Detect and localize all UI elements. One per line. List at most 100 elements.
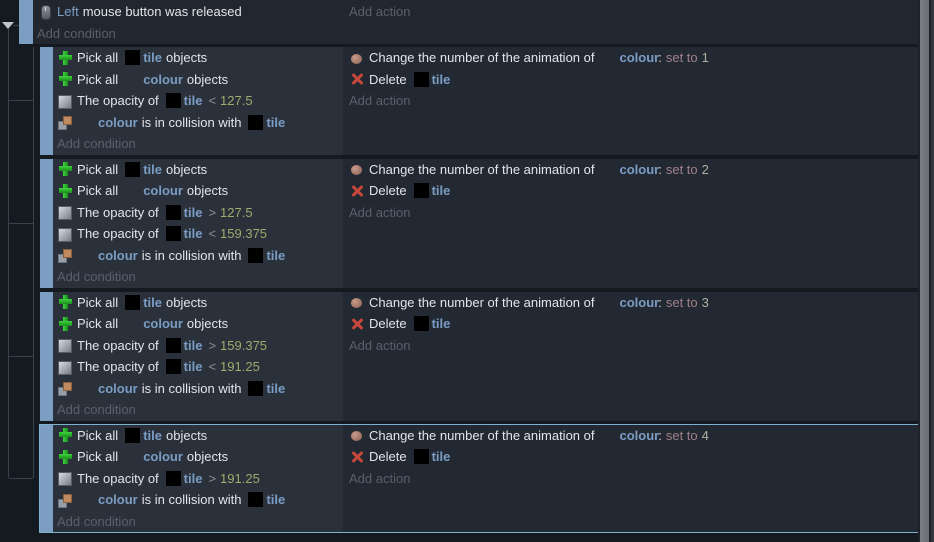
event-highlight-bar [19,0,33,44]
scrollbar-thumb[interactable] [920,0,929,542]
event-highlight-bar [40,47,53,155]
condition-part-object: colour [98,247,138,263]
action-part-colon: : [658,161,662,177]
condition-part-object: tile [266,492,286,508]
condition-part-num: 159.375 [220,337,268,353]
tree-line [9,223,33,224]
opacity-icon [57,226,73,242]
root-event[interactable]: Left mouse button was released Add condi… [19,0,918,44]
condition-row[interactable]: colour is in collision with tile [53,489,343,511]
conditions-column: Pick all tile objects Pick all colour objects… [53,158,343,288]
condition-row[interactable]: Pick all colour objects [53,69,343,91]
opacity-icon [57,337,73,354]
action-row[interactable]: Delete tile [343,69,918,91]
condition-row[interactable]: Pick all colour objects [53,446,343,468]
object-thumbnail [125,50,141,66]
condition-part-object: tile [183,204,203,220]
condition-part-op: > [208,204,217,220]
condition-part-object: tile [183,359,203,375]
condition-row[interactable]: colour is in collision with tile [53,112,343,134]
action-row[interactable]: Change the number of the animation of col… [343,292,918,314]
condition-part-num: 127.5 [220,93,253,109]
actions-column: Change the number of the animation of col… [343,291,918,421]
condition-part-text: is in collision with [141,380,242,396]
condition-part-object: colour [143,183,183,199]
object-thumbnail [165,470,181,486]
event-block[interactable]: Pick all tile objects Pick all colour objects… [40,47,918,155]
event-highlight-bar [40,424,53,532]
condition-row[interactable]: Pick all tile objects [53,47,343,69]
condition-row[interactable]: Left mouse button was released [33,1,343,23]
condition-row[interactable]: colour is in collision with tile [53,378,343,400]
object-thumbnail-empty [125,72,140,87]
tree-line [8,29,9,478]
condition-part-text: Pick all [77,294,119,310]
tree-line [9,478,33,479]
action-part-text: Change the number of the animation of [369,50,595,66]
condition-part-object: colour [143,316,183,332]
add-action-button[interactable]: Add action [349,93,411,109]
add-action-button[interactable]: Add action [349,4,411,20]
add-condition-button[interactable]: Add condition [57,513,136,529]
event-highlight-bar [40,158,53,288]
add-action-button[interactable]: Add action [349,337,411,353]
condition-part-text: The opacity of [77,470,159,486]
condition-row[interactable]: Pick all colour objects [53,180,343,202]
object-thumbnail-empty [125,449,140,464]
condition-row[interactable]: Pick all tile objects [53,425,343,447]
condition-part-object: colour [98,380,138,396]
animation-icon [349,161,365,177]
object-thumbnail-empty [601,295,616,310]
add-condition-button[interactable]: Add condition [57,402,136,418]
condition-part-op: > [208,337,217,353]
condition-part-text: Pick all [77,50,119,66]
object-thumbnail [125,427,141,443]
condition-row[interactable]: The opacity of tile >159.375 [53,335,343,357]
action-row[interactable]: Change the number of the animation of col… [343,47,918,69]
action-part-val: 1 [701,50,709,66]
scrollbar[interactable] [918,0,934,542]
condition-row[interactable]: Pick all colour objects [53,313,343,335]
condition-row[interactable]: The opacity of tile <159.375 [53,223,343,245]
mouse-icon [37,4,53,20]
collapse-arrow-icon[interactable] [2,22,14,29]
event-block[interactable]: Pick all tile objects Pick all colour objects… [39,423,919,533]
add-condition-button[interactable]: Add condition [37,25,116,41]
event-block[interactable]: Pick all tile objects Pick all colour objects… [40,291,918,421]
collision-icon [57,247,73,264]
object-thumbnail-empty [80,248,95,263]
action-row[interactable]: Delete tile [343,313,918,335]
object-thumbnail [413,183,429,199]
object-thumbnail [165,359,181,375]
condition-part-text: objects [186,449,229,465]
delete-icon [349,449,365,465]
add-action-button[interactable]: Add action [349,470,411,486]
condition-row[interactable]: The opacity of tile >127.5 [53,202,343,224]
action-part-colon: : [658,294,662,310]
action-row[interactable]: Change the number of the animation of col… [343,159,918,181]
condition-row[interactable]: The opacity of tile >191.25 [53,468,343,490]
action-part-object: colour [619,161,660,177]
root-conditions-column: Left mouse button was released Add condi… [33,0,343,44]
condition-part-text: objects [165,427,208,443]
action-part-object: colour [619,427,660,443]
add-action-button[interactable]: Add action [349,204,411,220]
add-condition-button[interactable]: Add condition [57,136,136,152]
action-row[interactable]: Change the number of the animation of col… [343,425,918,447]
condition-row[interactable]: Pick all tile objects [53,159,343,181]
condition-part-text: is in collision with [141,492,242,508]
action-row[interactable]: Delete tile [343,180,918,202]
action-row[interactable]: Delete tile [343,446,918,468]
condition-part-text: Pick all [77,316,119,332]
add-condition-button[interactable]: Add condition [57,269,136,285]
condition-parameter: Left [57,4,79,20]
pick-all-icon [57,294,73,310]
object-thumbnail [165,93,181,109]
event-block[interactable]: Pick all tile objects Pick all colour objects… [40,158,918,288]
opacity-icon [57,204,73,221]
condition-row[interactable]: colour is in collision with tile [53,245,343,267]
object-thumbnail [248,492,264,508]
condition-row[interactable]: Pick all tile objects [53,292,343,314]
condition-row[interactable]: The opacity of tile <127.5 [53,90,343,112]
condition-row[interactable]: The opacity of tile <191.25 [53,356,343,378]
